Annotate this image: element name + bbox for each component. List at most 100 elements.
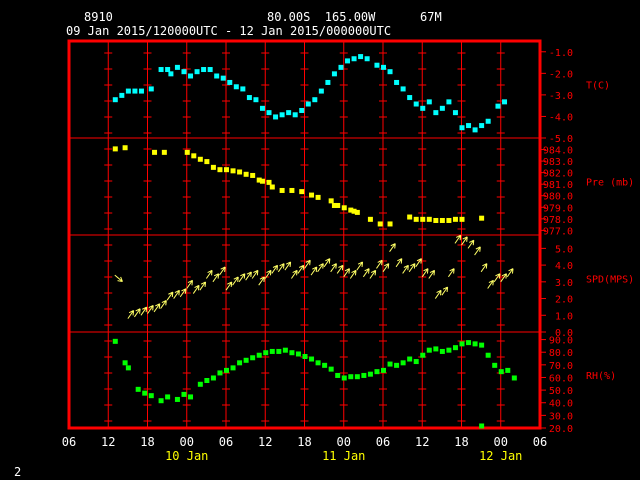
data-point-pressure	[351, 208, 357, 214]
wind-arrow	[441, 286, 449, 296]
data-point-temperature	[266, 110, 272, 116]
data-point-pressure	[479, 215, 485, 221]
data-point-humidity	[452, 345, 458, 351]
y-tick-label: 20.0	[549, 424, 573, 435]
x-tick-label: 06	[376, 435, 390, 449]
wind-arrow	[480, 263, 488, 273]
wind-arrow	[448, 268, 455, 278]
station-id: 8910	[84, 10, 113, 24]
wind-arrow	[467, 239, 475, 249]
wind-arrow	[487, 279, 494, 289]
panel-label-temperature: T(C)	[586, 81, 610, 92]
data-point-humidity	[243, 357, 249, 363]
y-tick-label: 0.0	[555, 328, 573, 339]
x-tick-label: 12	[415, 435, 429, 449]
wind-arrow	[362, 268, 370, 278]
data-point-humidity	[210, 375, 216, 381]
wind-arrow	[349, 269, 357, 279]
data-point-pressure	[269, 184, 275, 190]
y-tick-label: 979.0	[543, 203, 573, 214]
wind-arrow	[376, 259, 383, 269]
data-point-pressure	[387, 221, 393, 227]
data-point-pressure	[112, 146, 118, 152]
wind-arrow	[356, 261, 364, 271]
data-point-humidity	[413, 359, 419, 365]
wind-arrow	[232, 276, 239, 286]
data-point-temperature	[165, 67, 171, 73]
wind-arrow	[134, 308, 141, 318]
data-point-temperature	[273, 114, 279, 120]
data-point-temperature	[338, 64, 344, 70]
x-tick-label: 00	[494, 435, 508, 449]
data-point-temperature	[439, 105, 445, 111]
data-point-pressure	[328, 198, 334, 204]
wind-arrow	[434, 289, 442, 299]
data-point-humidity	[492, 362, 498, 368]
data-point-temperature	[233, 84, 239, 90]
wind-arrow	[140, 306, 148, 316]
wind-arrow	[500, 273, 507, 283]
wind-arrow	[330, 263, 337, 273]
data-point-pressure	[377, 221, 383, 227]
data-point-temperature	[420, 105, 426, 111]
data-point-temperature	[168, 71, 174, 77]
data-point-temperature	[394, 79, 400, 85]
y-tick-label: 978.0	[543, 215, 573, 226]
y-tick-label: -5.0	[549, 134, 573, 145]
data-point-temperature	[194, 69, 200, 75]
data-point-pressure	[335, 202, 341, 208]
data-point-humidity	[420, 352, 426, 358]
data-point-pressure	[161, 149, 167, 155]
data-point-pressure	[217, 167, 223, 173]
wind-arrow	[284, 261, 292, 271]
station-elevation: 67M	[420, 10, 442, 24]
data-point-humidity	[485, 352, 491, 358]
data-point-humidity	[142, 390, 148, 396]
data-point-pressure	[204, 159, 210, 165]
data-point-humidity	[188, 394, 194, 400]
data-point-humidity	[381, 367, 386, 373]
wind-arrow	[114, 274, 123, 283]
data-point-humidity	[181, 391, 187, 397]
wind-arrow	[147, 304, 154, 314]
date-label: 10 Jan	[165, 449, 208, 463]
y-tick-label: 4.0	[555, 261, 573, 272]
data-point-humidity	[322, 362, 328, 368]
data-point-temperature	[259, 105, 265, 111]
data-point-pressure	[446, 217, 452, 223]
wind-arrow	[408, 263, 416, 273]
wind-arrow	[317, 263, 324, 273]
data-point-humidity	[289, 350, 295, 356]
data-point-temperature	[240, 86, 246, 92]
data-point-pressure	[184, 149, 190, 155]
data-point-pressure	[299, 189, 305, 195]
data-point-humidity	[256, 352, 262, 358]
data-point-pressure	[341, 205, 347, 211]
data-point-temperature	[292, 112, 298, 118]
data-point-humidity	[217, 370, 223, 376]
data-point-humidity	[387, 361, 393, 367]
wind-arrow	[160, 299, 167, 309]
panel-label-humidity: RH(%)	[586, 371, 616, 382]
data-point-pressure	[289, 187, 295, 193]
data-point-pressure	[279, 187, 285, 193]
data-point-humidity	[439, 348, 445, 354]
data-point-temperature	[426, 99, 432, 105]
data-point-pressure	[191, 153, 197, 159]
data-point-pressure	[459, 216, 465, 222]
data-point-humidity	[348, 374, 354, 380]
data-point-humidity	[466, 340, 472, 346]
y-tick-label: 981.0	[543, 180, 573, 191]
wind-arrow	[428, 269, 436, 279]
data-point-humidity	[374, 369, 380, 375]
data-point-temperature	[345, 58, 351, 64]
y-tick-label: 977.0	[543, 226, 573, 237]
data-point-humidity	[433, 346, 439, 352]
data-point-humidity	[112, 338, 118, 344]
wind-arrow	[258, 276, 265, 286]
data-point-pressure	[250, 172, 256, 178]
data-point-temperature	[407, 95, 413, 101]
wind-arrow	[166, 291, 174, 301]
data-point-humidity	[472, 341, 478, 347]
wind-arrow	[238, 273, 246, 283]
